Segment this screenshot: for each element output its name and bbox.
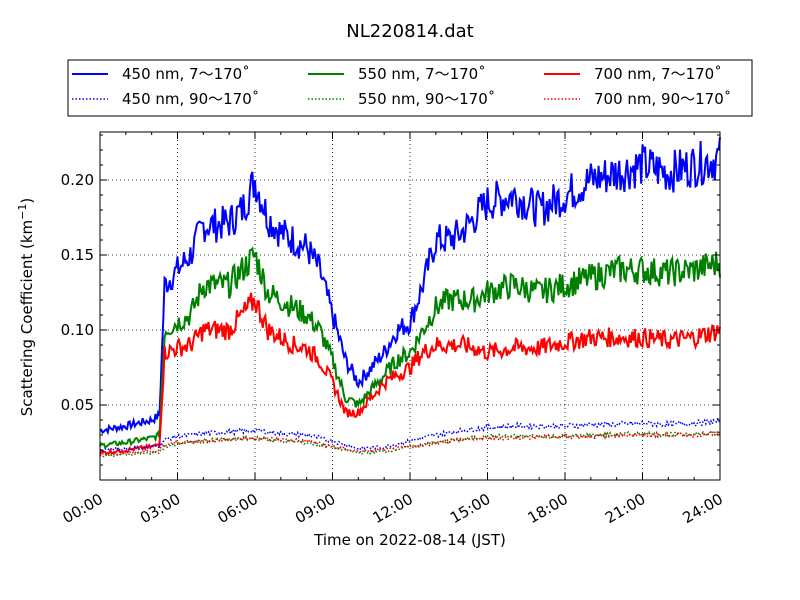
y-tick-label: 0.05 xyxy=(61,396,94,414)
series-line-3 xyxy=(99,418,721,452)
y-tick-label: 0.15 xyxy=(61,246,94,264)
axis-ticks: 00:00 03:00 06:00 09:00 12:00 15:00 18:00 21:00… xyxy=(60,132,726,527)
legend-label: 450 nm, 7～170˚ xyxy=(122,65,250,83)
legend-label: 550 nm, 90～170˚ xyxy=(358,90,495,108)
chart-title: NL220814.dat xyxy=(346,21,473,42)
x-tick-label: 00:00 xyxy=(60,490,106,527)
x-tick-label: 09:00 xyxy=(292,490,338,527)
y-tick-label: 0.10 xyxy=(61,321,94,339)
x-axis-label: Time on 2022-08-14 (JST) xyxy=(313,531,506,549)
series-line-1 xyxy=(99,246,721,449)
x-tick-label: 03:00 xyxy=(137,490,183,527)
legend: 450 nm, 7～170˚ 550 nm, 7～170˚ 700 nm, 7～17… xyxy=(67,59,753,117)
legend-label: 700 nm, 7～170˚ xyxy=(594,65,722,83)
legend-label: 450 nm, 90～170˚ xyxy=(122,90,259,108)
y-axis-label: Scattering Coefficient (km−1) xyxy=(16,198,36,417)
y-axis-label-exponent: −1 xyxy=(16,204,29,220)
legend-label: 550 nm, 7～170˚ xyxy=(358,65,486,83)
x-tick-label: 18:00 xyxy=(525,490,571,527)
series-line-0 xyxy=(99,137,721,436)
series-layer xyxy=(99,137,721,458)
y-axis-label-main: Scattering Coefficient (km xyxy=(18,220,36,416)
series-line-5 xyxy=(99,430,721,457)
series-line-2 xyxy=(99,292,721,456)
series-line-4 xyxy=(99,430,721,458)
x-tick-label: 15:00 xyxy=(447,490,493,527)
legend-frame xyxy=(67,59,753,117)
x-tick-label: 06:00 xyxy=(215,490,261,527)
legend-label: 700 nm, 90～170˚ xyxy=(594,90,731,108)
y-tick-label: 0.20 xyxy=(61,171,94,189)
x-tick-label: 12:00 xyxy=(370,490,416,527)
y-axis-label-close: ) xyxy=(18,198,36,204)
x-tick-label: 21:00 xyxy=(602,490,648,527)
x-tick-label: 24:00 xyxy=(680,490,726,527)
